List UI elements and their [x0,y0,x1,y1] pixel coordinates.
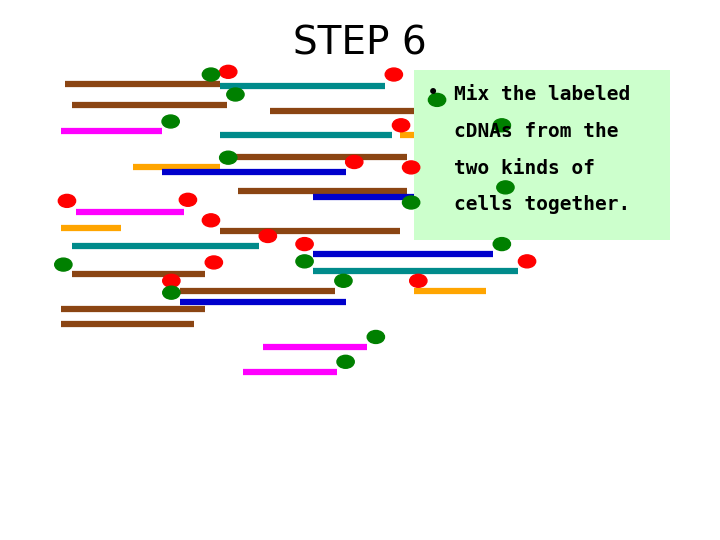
Circle shape [55,258,72,271]
Circle shape [346,156,363,168]
Circle shape [410,274,427,287]
Circle shape [162,115,179,128]
Circle shape [259,230,276,242]
Circle shape [392,119,410,132]
Text: cells together.: cells together. [454,195,630,214]
Circle shape [402,161,420,174]
Circle shape [367,330,384,343]
FancyBboxPatch shape [414,70,670,240]
Circle shape [428,93,446,106]
Text: cDNAs from the: cDNAs from the [454,122,618,141]
Text: STEP 6: STEP 6 [293,24,427,62]
Circle shape [220,151,237,164]
Circle shape [337,355,354,368]
Circle shape [402,196,420,209]
Circle shape [227,88,244,101]
Text: •: • [427,83,439,103]
Circle shape [493,238,510,251]
Circle shape [497,181,514,194]
Circle shape [296,255,313,268]
Circle shape [163,286,180,299]
Circle shape [179,193,197,206]
Circle shape [296,238,313,251]
Circle shape [202,214,220,227]
Circle shape [493,119,510,132]
Circle shape [202,68,220,81]
Circle shape [163,274,180,287]
Circle shape [518,255,536,268]
Circle shape [385,68,402,81]
Circle shape [58,194,76,207]
Text: two kinds of: two kinds of [454,159,595,178]
Text: Mix the labeled: Mix the labeled [454,85,630,104]
Circle shape [205,256,222,269]
Circle shape [220,65,237,78]
Circle shape [335,274,352,287]
